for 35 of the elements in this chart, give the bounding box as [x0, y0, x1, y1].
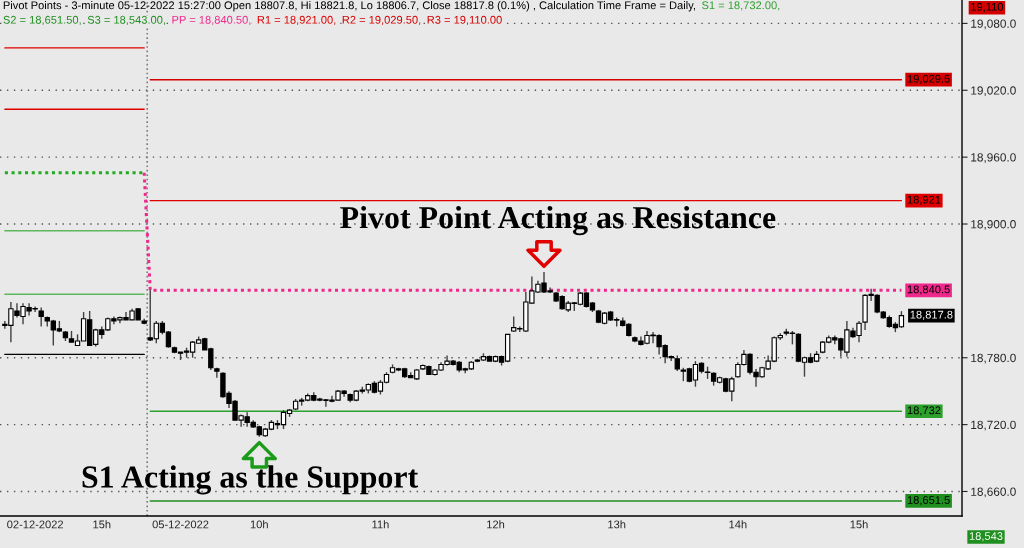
data-label: 18,840.5	[907, 285, 950, 295]
annotation: S1 Acting as the Support	[82, 465, 419, 495]
data-label: 19,029.5	[907, 74, 950, 84]
x-tick-label: 14h	[729, 520, 747, 529]
y-tick-label: 18,900.0	[971, 220, 1016, 230]
y-tick-label: 18,660.0	[971, 487, 1016, 498]
data-label: 18,732	[907, 406, 941, 416]
y-tick-label: 18,780.0	[971, 353, 1016, 364]
chart-title: Pivot Points - 3-minute 05-12-2022 15:27:00 Open 18807.8, Hi 18821.8, Lo 18806.7, Close 18817.8 (0.1%) , Calculation Time Frame = Daily,	[3, 1, 695, 12]
data-label: 18,651.5	[907, 496, 950, 506]
text: S1 = 18,732.00,	[702, 1, 780, 11]
candlestick	[38, 306, 44, 328]
data-label: 18,921	[907, 195, 941, 205]
y-tick-label: 18,960.0	[971, 153, 1016, 163]
text: PP = 18,840.50,	[172, 15, 251, 26]
text: 18,817.8	[910, 310, 953, 320]
annotation: S3 = 18,543.00,	[87, 15, 165, 26]
y-tick-label: 19,020.0	[971, 86, 1016, 97]
annotation: R3 = 19,110.00	[427, 15, 502, 26]
x-tick-label: 15h	[850, 520, 868, 529]
x-tick-label: 13h	[608, 520, 626, 529]
text: 18,543	[969, 532, 1003, 542]
annotation: Pivot Point Acting as Resistance	[340, 205, 776, 236]
x-tick-label: 10h	[250, 520, 268, 529]
y-tick-label: 19,080.0	[971, 19, 1016, 30]
x-tick-label: 11h	[372, 520, 389, 529]
x-tick-label: 05-12-2022	[152, 520, 209, 529]
text: R1 = 18,921.00,	[257, 15, 336, 26]
x-tick-label: 02-12-2022	[7, 520, 63, 529]
x-tick-label: 12h	[487, 520, 505, 529]
text: S2 = 18,651.50,	[3, 15, 81, 26]
text: R2 = 19,029.50,	[342, 15, 421, 26]
x-tick-label: 15h	[93, 520, 111, 529]
text: 19,110	[971, 2, 1004, 13]
y-tick-label: 18,720.0	[971, 420, 1016, 431]
